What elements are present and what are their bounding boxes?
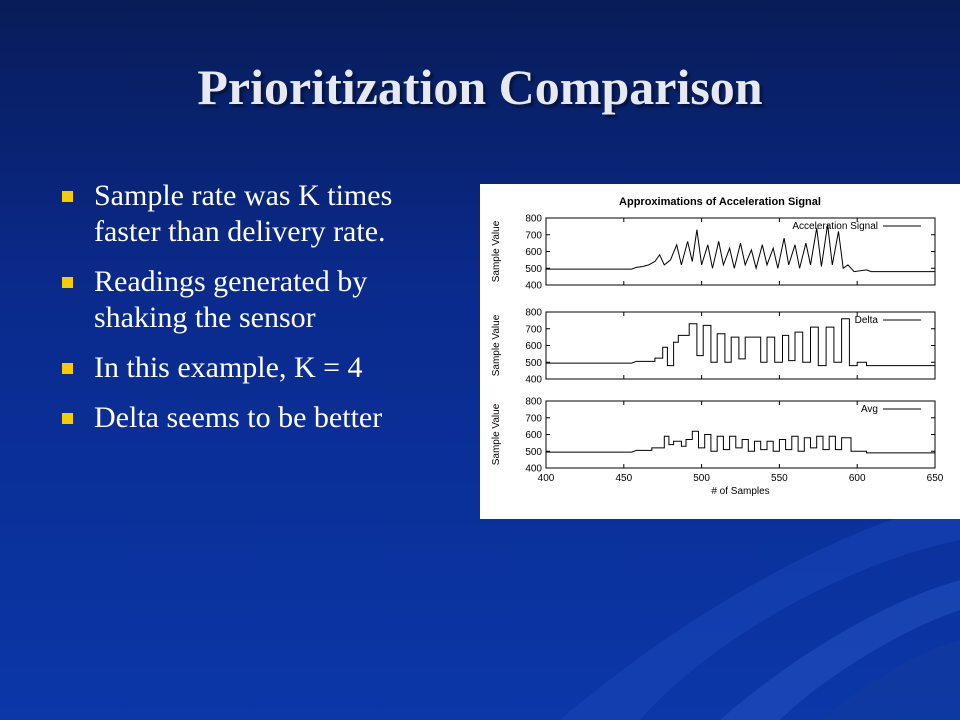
- x-tick-label: 400: [538, 473, 555, 484]
- slide-title: Prioritization Comparison: [197, 59, 763, 115]
- y-tick-label: 600: [525, 430, 542, 441]
- bullet-text: Readings generated by shaking the sensor: [94, 265, 368, 334]
- acceleration-chart: Approximations of Acceleration Signal 400…: [491, 196, 944, 497]
- legend-label: Delta: [855, 315, 879, 326]
- y-tick-label: 400: [525, 281, 542, 292]
- bullet-item: Delta seems to be better: [60, 400, 460, 436]
- y-tick-label: 500: [525, 264, 542, 275]
- bullet-text: Delta seems to be better: [94, 401, 383, 434]
- y-tick-label: 700: [525, 230, 542, 241]
- y-tick-label: 500: [525, 358, 542, 369]
- y-axis-label: Sample Value: [491, 403, 502, 465]
- x-axis-label: # of Samples: [711, 486, 769, 497]
- y-tick-label: 600: [525, 341, 542, 352]
- y-tick-label: 800: [525, 308, 542, 319]
- x-tick-label: 500: [693, 473, 710, 484]
- y-tick-label: 700: [525, 324, 542, 335]
- bullet-text: In this example, K = 4: [94, 351, 363, 384]
- chart-panel: Approximations of Acceleration Signal 400…: [480, 184, 960, 519]
- legend-label: Avg: [861, 404, 878, 415]
- y-tick-label: 700: [525, 413, 542, 424]
- square-bullet-icon: [62, 191, 73, 202]
- y-tick-label: 500: [525, 447, 542, 458]
- series-line-delta: [546, 318, 935, 367]
- legend-label: Acceleration Signal: [792, 221, 878, 232]
- series-line-avg: [546, 430, 935, 454]
- x-tick-label: 650: [927, 473, 944, 484]
- y-tick-label: 800: [525, 214, 542, 225]
- bullet-list: Sample rate was K times faster than deli…: [60, 178, 460, 450]
- y-axis-label: Sample Value: [491, 220, 502, 282]
- bullet-item: Sample rate was K times faster than deli…: [60, 178, 460, 250]
- bullet-item: In this example, K = 4: [60, 350, 460, 386]
- bullet-item: Readings generated by shaking the sensor: [60, 264, 460, 336]
- y-axis-label: Sample Value: [491, 314, 502, 376]
- x-tick-label: 600: [849, 473, 866, 484]
- square-bullet-icon: [62, 277, 73, 288]
- y-tick-label: 400: [525, 375, 542, 386]
- y-tick-label: 600: [525, 247, 542, 258]
- y-tick-label: 400: [525, 464, 542, 475]
- x-tick-label: 550: [771, 473, 788, 484]
- square-bullet-icon: [62, 363, 73, 374]
- bullet-text: Sample rate was K times faster than deli…: [94, 179, 393, 248]
- series-line-acceleration-signal: [546, 224, 935, 273]
- x-tick-label: 450: [615, 473, 632, 484]
- chart-title: Approximations of Acceleration Signal: [619, 196, 821, 208]
- y-tick-label: 800: [525, 397, 542, 408]
- square-bullet-icon: [62, 413, 73, 424]
